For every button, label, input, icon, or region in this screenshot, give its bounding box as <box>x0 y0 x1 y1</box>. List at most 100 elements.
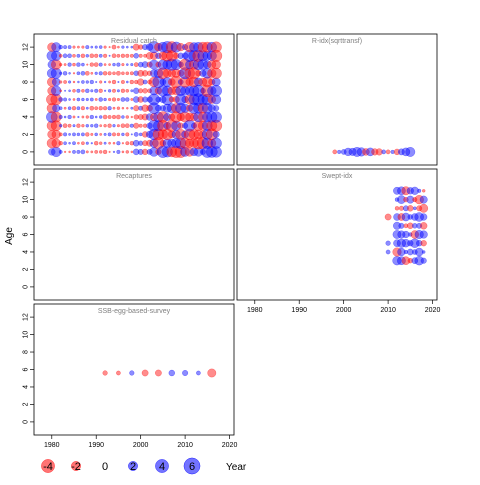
residual-bubble <box>77 45 80 49</box>
residual-bubble <box>150 113 158 121</box>
residual-bubble <box>344 147 353 157</box>
residual-bubble <box>126 107 129 110</box>
residual-bubble <box>98 45 103 49</box>
residual-bubble <box>210 41 222 53</box>
residual-bubble <box>59 71 63 75</box>
residual-bubble <box>189 59 199 70</box>
residual-bubble <box>81 45 85 49</box>
residual-bubble <box>184 68 195 79</box>
residual-bubble <box>94 88 99 93</box>
residual-bubble <box>133 114 139 120</box>
residual-bubble <box>392 247 402 257</box>
residual-bubble <box>52 104 61 113</box>
residual-bubble <box>85 150 89 154</box>
residual-bubble <box>180 103 190 113</box>
y-tick-label: 6 <box>23 97 30 101</box>
residual-bubble <box>76 71 81 76</box>
residual-bubble <box>81 97 85 102</box>
residual-bubble <box>77 141 80 145</box>
residual-bubble <box>146 122 153 129</box>
residual-bubble <box>201 146 214 158</box>
residual-bubble <box>149 59 159 70</box>
residual-bubble <box>85 54 90 58</box>
residual-bubble <box>116 124 120 128</box>
residual-bubble <box>175 137 187 149</box>
residual-bubble <box>137 78 145 86</box>
y-tick-label: 0 <box>23 420 30 424</box>
residual-bubble <box>407 248 414 256</box>
y-tick-label: 4 <box>23 115 30 119</box>
residual-bubble <box>116 370 121 376</box>
residual-bubble <box>179 67 192 80</box>
residual-bubble <box>130 98 134 101</box>
residual-bubble <box>108 54 111 57</box>
residual-bubble <box>155 369 162 377</box>
panel-title: Residual catch <box>111 38 157 45</box>
legend-label: 0 <box>102 461 108 473</box>
residual-bubble <box>137 61 144 68</box>
residual-bubble <box>397 195 406 204</box>
residual-bubble <box>94 106 99 111</box>
residual-bubble <box>133 53 139 59</box>
panel-2: R-idx(sqrttransf) <box>236 33 438 166</box>
residual-bubble <box>80 53 86 58</box>
panel-frame <box>236 168 438 301</box>
residual-bubble <box>398 222 405 229</box>
residual-bubble <box>407 258 413 264</box>
x-tick-label: 1980 <box>44 442 60 449</box>
residual-bubble <box>394 206 400 211</box>
residual-bubble <box>51 59 62 70</box>
residual-bubble <box>63 115 67 119</box>
residual-bubble <box>112 150 116 153</box>
residual-bubble <box>103 132 107 136</box>
residual-bubble <box>149 138 159 148</box>
x-axis-title: Year <box>226 462 247 473</box>
residual-bubble <box>130 63 134 67</box>
residual-bubble <box>107 106 112 111</box>
residual-bubble <box>168 369 175 377</box>
residual-bubble <box>366 147 375 157</box>
residual-bubble <box>108 63 111 66</box>
residual-bubble <box>80 71 86 76</box>
residual-bubble <box>99 141 103 145</box>
y-tick-label: 2 <box>23 402 30 406</box>
residual-bubble <box>68 72 71 75</box>
residual-bubble <box>130 115 133 119</box>
residual-bubble <box>137 69 145 77</box>
residual-bubble <box>111 79 117 85</box>
residual-bubble <box>94 123 99 128</box>
x-tick-label: 1990 <box>88 442 104 449</box>
residual-bubble <box>132 139 140 147</box>
residual-bubble <box>63 106 67 110</box>
residual-bubble <box>177 79 184 85</box>
residual-bubble <box>116 141 121 146</box>
residual-bubble <box>208 78 216 86</box>
x-tick-label: 2020 <box>222 442 238 449</box>
residual-bubble <box>59 89 62 93</box>
residual-bubble <box>116 106 121 110</box>
residual-bubble <box>146 61 153 68</box>
residual-bubble <box>177 61 184 68</box>
residual-bubble <box>401 186 411 196</box>
residual-bubble <box>179 76 191 88</box>
residual-bubble <box>117 80 120 84</box>
residual-bubble <box>202 129 213 140</box>
y-tick-label: 2 <box>23 267 30 271</box>
x-tick-label: 2020 <box>425 307 441 314</box>
residual-bubble <box>417 188 422 193</box>
residual-bubble <box>71 106 77 111</box>
residual-bubble <box>111 53 117 59</box>
residual-bubble <box>89 62 94 67</box>
residual-bubble <box>102 114 108 120</box>
residual-bubble <box>397 186 406 196</box>
residual-bubble <box>102 149 108 155</box>
residual-bubble <box>107 89 112 93</box>
residual-bubble <box>407 205 414 212</box>
residual-bubble <box>99 80 103 84</box>
residual-bubble <box>51 146 62 157</box>
residual-bubble <box>213 105 220 112</box>
residual-bubble <box>116 53 121 58</box>
residual-bubble <box>210 137 222 149</box>
residual-bubble <box>63 97 68 102</box>
residual-bubble <box>138 44 144 50</box>
